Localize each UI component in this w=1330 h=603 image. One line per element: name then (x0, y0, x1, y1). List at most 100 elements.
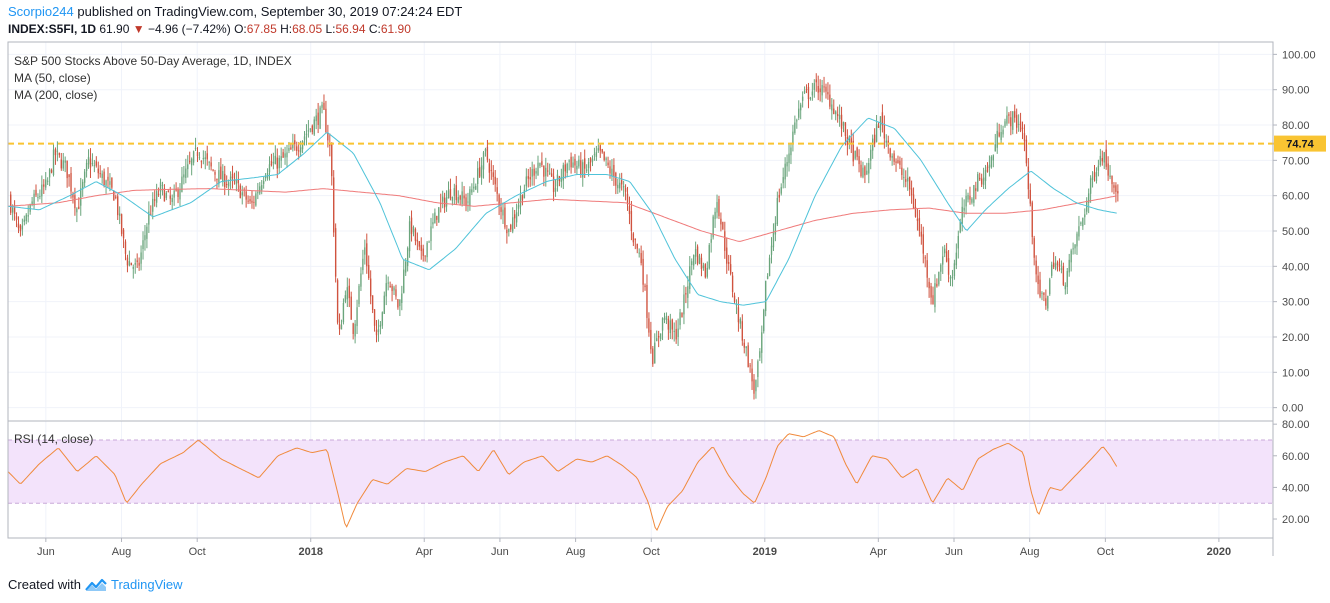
candle-body (718, 199, 720, 217)
candle-body (432, 222, 434, 225)
candle-body (873, 134, 876, 144)
candle-body (465, 197, 467, 206)
candle-body (1084, 214, 1086, 218)
candle-body (222, 170, 224, 182)
candle-body (562, 165, 564, 181)
candle-body (272, 162, 275, 164)
candle-body (634, 238, 636, 241)
price-tick-label: 80.00 (1282, 120, 1310, 132)
candle-body (323, 102, 325, 110)
candle-body (379, 324, 382, 327)
candle-body (95, 161, 97, 166)
candle-body (582, 162, 584, 178)
candle-body (846, 136, 849, 146)
candle-body (704, 264, 707, 278)
candle-body (229, 176, 232, 181)
candle-body (903, 177, 905, 179)
candle-body (720, 218, 722, 225)
candle-body (922, 234, 924, 254)
candle-body (603, 151, 605, 161)
candle-body (157, 193, 160, 195)
rsi-line (7, 430, 1118, 531)
candle-body (683, 294, 685, 315)
candle-body (259, 186, 261, 194)
candle-body (805, 89, 808, 91)
candle-body (226, 183, 228, 185)
candle-body (521, 194, 524, 201)
candle-body (1049, 279, 1051, 295)
candle-body (185, 168, 187, 178)
candle-body (101, 173, 103, 179)
candle-body (262, 181, 265, 184)
candle-body (969, 195, 971, 200)
candle-body (251, 200, 253, 203)
candle-body (572, 162, 574, 168)
candle-body (484, 149, 487, 152)
candle-body (220, 166, 222, 180)
candle-body (1029, 189, 1031, 204)
candle-body (496, 187, 498, 194)
candle-body (294, 140, 296, 145)
candle-body (132, 267, 134, 269)
candle-body (657, 336, 660, 338)
footer: Created with TradingView (8, 577, 183, 592)
rsi-tick-label: 60.00 (1282, 451, 1310, 463)
candle-body (418, 241, 420, 247)
candle-body (478, 167, 481, 177)
candle-body (739, 319, 742, 324)
candle-body (333, 177, 335, 233)
candle-body (850, 138, 852, 144)
candle-body (1052, 262, 1055, 268)
candle-body (224, 173, 226, 188)
candle-body (1012, 111, 1014, 130)
candle-body (117, 196, 119, 216)
candle-body (25, 214, 27, 222)
candle-body (358, 285, 360, 305)
candle-body (148, 211, 150, 225)
candle-body (982, 177, 985, 185)
candle-body (1068, 259, 1070, 273)
candle-body (438, 207, 440, 223)
level-tag-label: 74.74 (1286, 139, 1314, 151)
candle-body (338, 324, 341, 330)
time-tick-label: Jun (37, 546, 55, 558)
high-value: 68.05 (292, 22, 323, 36)
tradingview-brand-link[interactable]: TradingView (110, 577, 183, 592)
candle-body (54, 148, 57, 156)
candle-body (951, 276, 954, 278)
candle-body (835, 111, 837, 115)
candle-body (977, 174, 979, 192)
candle-body (831, 104, 833, 111)
candle-body (134, 263, 136, 265)
candle-body (161, 185, 164, 187)
candle-body (667, 318, 670, 330)
candle-body (642, 258, 644, 285)
candle-body (905, 179, 907, 182)
candle-body (798, 108, 800, 118)
candle-body (963, 207, 965, 211)
candle-body (130, 262, 133, 266)
candle-body (833, 108, 835, 115)
symbol-name: INDEX:S5FI, 1D (8, 22, 97, 36)
candle-body (529, 177, 531, 180)
ma200-line (7, 188, 1117, 242)
candle-body (570, 156, 572, 168)
candle-body (459, 195, 461, 200)
price-tick-label: 90.00 (1282, 85, 1310, 97)
author-link[interactable]: Scorpio244 (8, 4, 74, 19)
candle-body (768, 257, 771, 276)
candle-body (901, 167, 903, 176)
candle-body (280, 156, 282, 161)
candle-body (790, 147, 792, 156)
candle-body (103, 171, 105, 186)
candle-body (959, 221, 961, 233)
candle-body (99, 173, 101, 175)
candle-body (1095, 171, 1098, 181)
candle-body (749, 365, 751, 367)
candle-body (64, 160, 66, 163)
candle-body (914, 206, 917, 217)
candle-body (187, 164, 189, 170)
candle-body (698, 255, 701, 264)
candle-body (862, 167, 864, 178)
